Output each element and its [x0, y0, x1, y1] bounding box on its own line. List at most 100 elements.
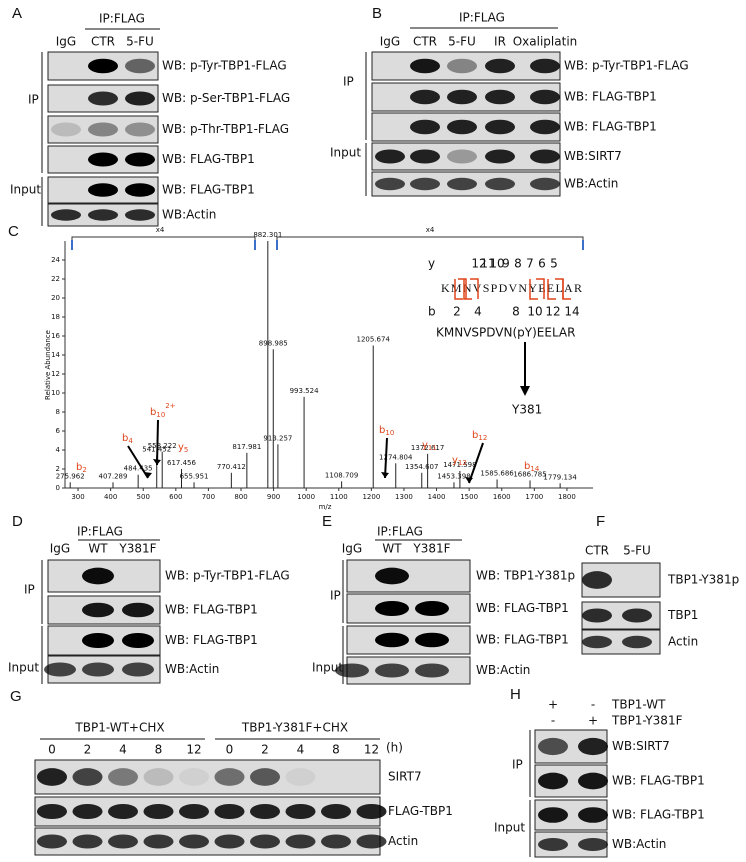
panel-label: G [10, 688, 22, 705]
lane-label: 5-FU [126, 35, 154, 49]
x-tick-label: 1100 [330, 493, 348, 501]
blot-band [538, 807, 568, 823]
blot-label: TBP1-Y381p [667, 573, 739, 587]
ip-header: IP:FLAG [459, 11, 505, 25]
ion-index: 11 [428, 444, 437, 452]
timepoint-label: 8 [155, 743, 163, 757]
y-number: 7 [526, 257, 534, 271]
blot-band [285, 768, 316, 786]
blot-band [214, 803, 245, 820]
group-label: Input [494, 821, 525, 835]
blot-band [125, 183, 155, 197]
y-number: 5 [550, 257, 558, 271]
b-number: 14 [564, 305, 579, 319]
blot-label: WB: FLAG-TBP1 [612, 774, 705, 788]
ion-type: b [472, 430, 478, 441]
blot-band [72, 768, 103, 786]
arrow-head [381, 472, 389, 478]
ion-label: b2 [76, 462, 87, 474]
b-number: 10 [527, 305, 542, 319]
ion-index: 10 [156, 411, 165, 419]
blot-band [125, 152, 155, 167]
y-tick-label: 4 [56, 446, 61, 454]
blot-band [410, 149, 440, 164]
peak-label: 1686.785 [513, 470, 546, 478]
peak-label: 1372.617 [411, 444, 444, 452]
ion-type: b [122, 433, 128, 444]
ip-header: IP:FLAG [377, 525, 423, 539]
lane-label: IgG [56, 35, 76, 49]
blot-label: WB: p-Tyr-TBP1-FLAG [165, 569, 290, 583]
lane-label: 5-FU [448, 35, 476, 49]
blot-band [578, 807, 608, 823]
sign: + [548, 698, 558, 712]
x-tick-label: 1200 [362, 493, 380, 501]
blot-band [447, 149, 477, 164]
blot-band [108, 768, 138, 786]
blot-band [375, 149, 405, 164]
blot-label: WB:Actin [165, 662, 219, 676]
blot-band [447, 89, 477, 105]
x-tick-label: 1700 [525, 493, 543, 501]
timepoint-label: 0 [48, 743, 56, 757]
blot-band [530, 177, 560, 191]
peptide: KMNVSPDVNYEELAR [441, 281, 582, 295]
blot-band [321, 834, 351, 849]
blot-label: WB: p-Tyr-TBP1-FLAG [564, 59, 689, 73]
group-label: IP [343, 75, 354, 89]
lane-label: IgG [50, 542, 70, 556]
arrow-head [144, 472, 152, 478]
x-tick-label: 400 [104, 493, 117, 501]
blot-band [122, 662, 154, 677]
scale-label: x4 [156, 226, 165, 234]
blot-band [143, 834, 174, 849]
timepoint-label: 0 [226, 743, 234, 757]
lane-label: WT [382, 542, 402, 556]
group-label: Input [8, 661, 39, 675]
scale-label: x4 [426, 226, 435, 234]
y-tick-label: 6 [56, 427, 61, 435]
y-tick-label: 22 [51, 275, 60, 283]
blot-band [44, 662, 76, 677]
blot-label: FLAG-TBP1 [388, 804, 453, 818]
x-tick-label: 900 [267, 493, 280, 501]
ion-type: b [524, 461, 530, 472]
x-axis-label: m/z [319, 503, 332, 511]
blot-band [375, 567, 409, 585]
blot-band [108, 834, 138, 849]
blot-band [179, 834, 209, 849]
ion-label: b10 [379, 425, 394, 437]
blot-band [82, 602, 114, 618]
treatment-label: TBP1-WT [611, 698, 666, 712]
ion-index: 12 [458, 459, 467, 467]
arrow-head [520, 386, 530, 396]
blot-band [578, 772, 608, 790]
peak-label: 1453.398 [437, 472, 470, 480]
x-tick-label: 1500 [460, 493, 478, 501]
ion-type: b [379, 425, 385, 436]
blot-band [125, 91, 155, 106]
blot-band [51, 209, 81, 221]
blot-band [415, 663, 449, 678]
ion-label: b102+ [150, 402, 176, 419]
peak-label: 913.257 [263, 434, 292, 442]
ion-type: y [422, 440, 428, 451]
ion-arrow [468, 442, 484, 484]
y-number: 10 [489, 257, 504, 271]
seq-b-label: b [428, 305, 436, 319]
peak-label: 1205.674 [357, 336, 391, 344]
panel-label: H [510, 686, 521, 703]
blot-band [410, 177, 440, 191]
ion-label: b14 [524, 461, 540, 473]
y-number: 8 [514, 257, 522, 271]
blot-band [88, 122, 118, 137]
blot-band [88, 183, 118, 197]
blot-band [250, 834, 280, 849]
peak-label: 1354.607 [405, 463, 438, 471]
blot-band [375, 663, 409, 678]
lane-label: CTR [413, 35, 437, 49]
blot-band [485, 58, 515, 74]
fragment-mark [458, 278, 467, 299]
peak-label: 617.456 [167, 459, 196, 467]
blot-band [582, 571, 612, 589]
